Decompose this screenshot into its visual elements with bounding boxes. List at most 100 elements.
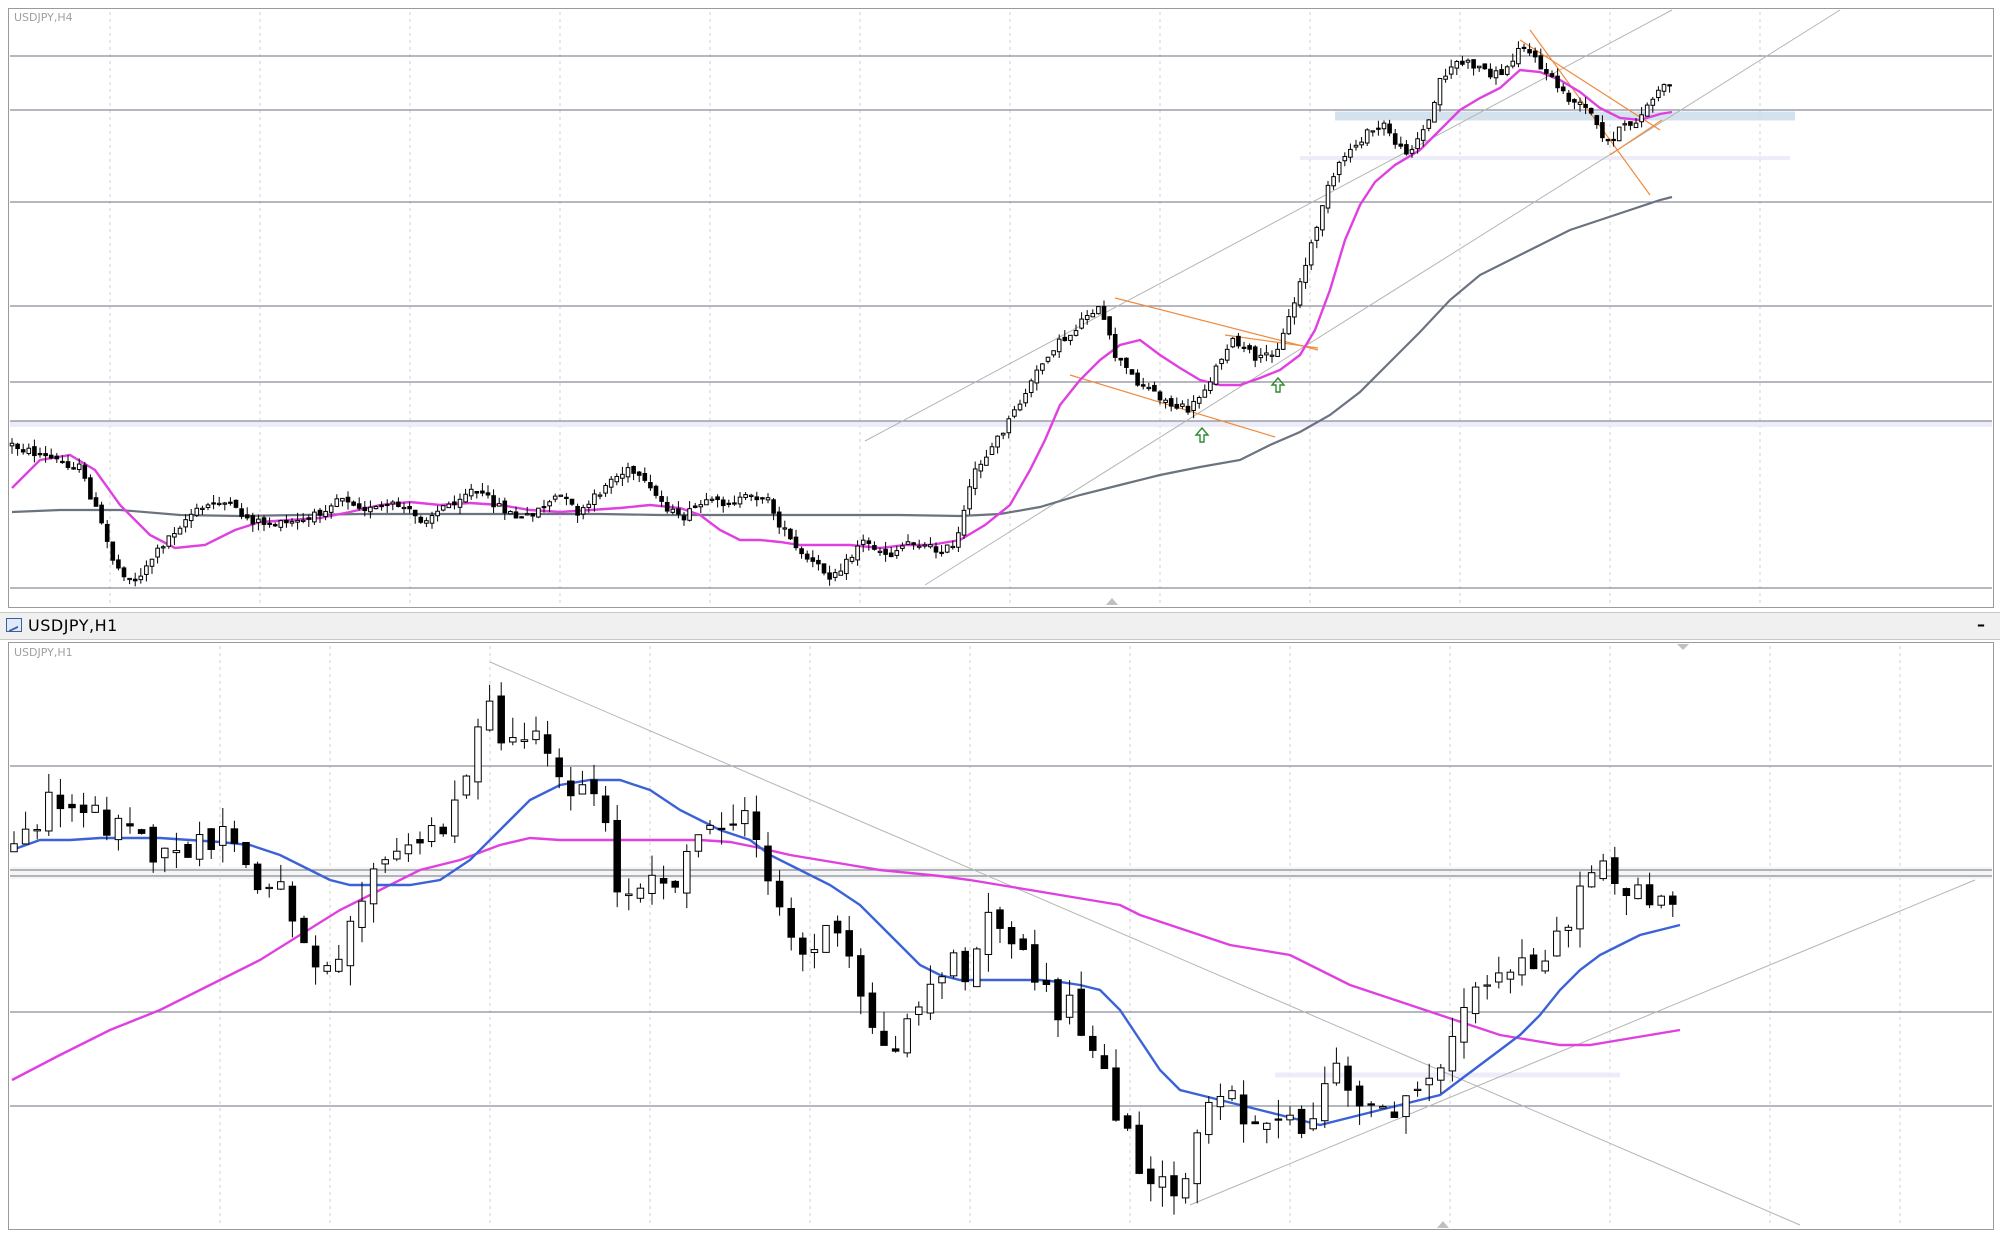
candle-body <box>278 520 284 528</box>
price-zone <box>10 421 1992 427</box>
candle-body <box>1454 61 1460 69</box>
channel-upper-line <box>864 9 1673 442</box>
candle-body <box>748 494 754 498</box>
candle-body <box>1054 979 1062 1021</box>
candle-body <box>485 700 494 731</box>
candle-body <box>114 817 123 841</box>
candle-body <box>569 498 575 505</box>
candle-body <box>1390 1111 1399 1118</box>
candle-body <box>855 545 860 561</box>
candle-body <box>1516 47 1521 65</box>
candle-body <box>1247 345 1252 350</box>
candle-body <box>799 937 807 955</box>
minimize-button[interactable]: – <box>1977 615 1985 634</box>
candle-body <box>1381 122 1387 130</box>
h4-fast-moving-average <box>11 68 1673 550</box>
candle-body <box>56 794 65 810</box>
candle-body <box>230 828 239 844</box>
candle-body <box>949 952 958 977</box>
candle-body <box>1101 305 1107 320</box>
h4-chart-pane[interactable] <box>8 8 1994 608</box>
candle-body <box>1107 316 1112 336</box>
candle-body <box>1084 315 1090 320</box>
candle-body <box>1303 264 1308 283</box>
candle-body <box>1147 1168 1155 1185</box>
candle-body <box>1274 1118 1283 1121</box>
candle-body <box>155 547 160 558</box>
candle-body <box>1448 66 1454 75</box>
candle-body <box>138 575 144 581</box>
candle-body <box>659 496 664 502</box>
candle-body <box>1527 49 1532 54</box>
candle-body <box>496 503 502 507</box>
candle-body <box>1230 337 1236 348</box>
candle-body <box>1483 984 1491 987</box>
scroll-marker <box>1677 644 1689 650</box>
candle-body <box>88 477 93 500</box>
candle-body <box>681 515 687 521</box>
candle-body <box>1202 389 1208 398</box>
candle-body <box>922 544 928 547</box>
candle-body <box>1051 350 1056 356</box>
candle-body <box>205 504 211 509</box>
candles <box>9 41 1672 587</box>
candle-body <box>311 945 320 968</box>
h1-fast-moving-average <box>11 778 1681 1127</box>
candle-body <box>1286 1114 1294 1121</box>
candle-body <box>555 757 563 778</box>
candle-body <box>1163 399 1168 403</box>
candle-body <box>608 478 614 488</box>
candle-body <box>891 1048 900 1052</box>
chart-window-titlebar[interactable]: USDJPY,H1 – <box>0 612 2000 640</box>
candle-body <box>137 829 146 834</box>
candle-body <box>1034 369 1040 384</box>
candle-body <box>300 917 308 944</box>
candle-body <box>1587 872 1596 888</box>
candle-body <box>741 810 749 825</box>
candle-body <box>1056 338 1062 353</box>
h4-chart <box>9 9 1992 605</box>
channel-lower-line <box>924 9 1841 586</box>
candle-body <box>195 834 204 860</box>
candle-body <box>121 567 127 578</box>
candle-body <box>1448 1035 1457 1072</box>
candle-body <box>1112 1067 1120 1121</box>
candle-body <box>1661 84 1667 92</box>
candle-body <box>1560 86 1566 92</box>
h1-chart-pane[interactable] <box>8 642 1994 1230</box>
candle-body <box>603 485 608 494</box>
candle-body <box>356 503 362 509</box>
candle-body <box>1628 121 1633 126</box>
candle-body <box>513 511 519 519</box>
candle-body <box>200 507 205 510</box>
candle-body <box>9 442 15 447</box>
candle-body <box>775 880 784 908</box>
candle-body <box>950 545 956 549</box>
candle-body <box>996 909 1004 929</box>
candle-body <box>76 463 82 471</box>
h4-chart-label: USDJPY,H4 <box>14 11 73 24</box>
candle-body <box>362 506 368 512</box>
candle-body <box>1297 1108 1306 1134</box>
candle-body <box>1089 1035 1097 1051</box>
candle-body <box>277 881 285 890</box>
flag2-mid-line <box>1519 39 1661 131</box>
candle-body <box>256 518 261 523</box>
candle-body <box>1297 281 1303 306</box>
descending-trendline <box>489 661 1801 1226</box>
candle-body <box>91 804 99 813</box>
candle-body <box>404 844 413 855</box>
candle-body <box>219 826 227 846</box>
candle-body <box>670 508 676 513</box>
candle-body <box>1488 68 1493 78</box>
candle-body <box>973 948 981 988</box>
candle-body <box>1398 143 1404 147</box>
candle-body <box>37 452 43 456</box>
up-arrow-marker <box>1270 376 1286 393</box>
candle-body <box>737 496 743 505</box>
candle-body <box>821 563 827 574</box>
candle-body <box>99 504 104 524</box>
candle-body <box>317 509 323 516</box>
candle-body <box>1387 123 1392 134</box>
